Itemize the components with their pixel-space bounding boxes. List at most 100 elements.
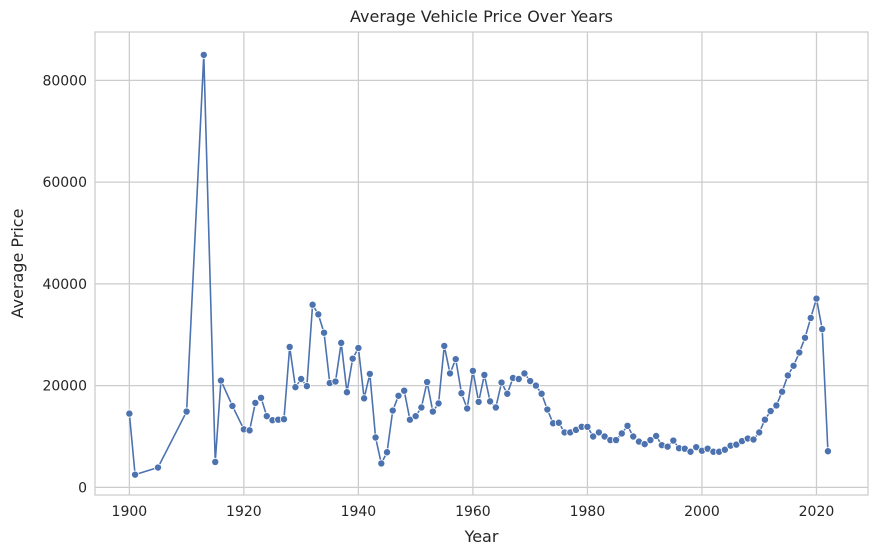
data-point	[348, 354, 357, 363]
data-point	[262, 412, 271, 421]
data-point	[257, 393, 266, 402]
x-tick-label: 2020	[799, 504, 835, 520]
data-point	[537, 389, 546, 398]
data-point	[377, 459, 386, 468]
data-point	[526, 377, 535, 386]
data-point	[589, 432, 598, 441]
x-tick-labels: 1900 1920 1940 1960 1980 2000 2020	[112, 504, 835, 520]
data-point	[600, 432, 609, 441]
data-point	[583, 422, 592, 431]
data-point	[451, 355, 460, 364]
data-point	[417, 403, 426, 412]
data-point	[405, 415, 414, 424]
data-point	[514, 374, 523, 383]
data-point	[623, 421, 632, 430]
data-point	[669, 436, 678, 445]
y-tick-label: 80000	[42, 73, 87, 89]
data-point	[640, 440, 649, 449]
data-point	[612, 436, 621, 445]
data-point	[245, 426, 254, 435]
data-point	[331, 377, 340, 386]
data-point	[440, 341, 449, 350]
y-tick-labels: 0 20000 40000 60000 80000	[42, 73, 87, 496]
data-point	[755, 428, 764, 437]
data-point	[153, 463, 162, 472]
data-point	[463, 404, 472, 413]
data-point	[686, 447, 695, 456]
data-point	[503, 389, 512, 398]
data-point	[337, 338, 346, 347]
data-point	[480, 370, 489, 379]
data-point	[320, 328, 329, 337]
data-point	[520, 369, 529, 378]
data-point	[720, 445, 729, 454]
data-point	[342, 388, 351, 397]
data-point	[383, 448, 392, 457]
y-axis-label: Average Price	[8, 209, 27, 319]
data-point	[400, 386, 409, 395]
plot-frame	[94, 31, 869, 496]
data-point	[125, 409, 134, 418]
data-point	[692, 443, 701, 452]
data-point	[554, 418, 563, 427]
data-point	[279, 415, 288, 424]
data-point	[772, 401, 781, 410]
data-point	[486, 397, 495, 406]
data-point	[285, 342, 294, 351]
data-point	[491, 403, 500, 412]
x-tick-label: 1900	[112, 504, 148, 520]
data-point	[663, 442, 672, 451]
data-point	[365, 369, 374, 378]
data-point	[795, 348, 804, 357]
x-tick-label: 1920	[226, 504, 262, 520]
data-point	[818, 325, 827, 334]
plot-background	[95, 32, 868, 495]
data-point	[360, 394, 369, 403]
data-point	[211, 457, 220, 466]
data-point	[749, 435, 758, 444]
data-point	[428, 407, 437, 416]
data-point	[468, 366, 477, 375]
series-layer	[125, 50, 832, 479]
data-point	[446, 369, 455, 378]
data-point	[314, 310, 323, 319]
data-point	[371, 433, 380, 442]
data-point	[766, 407, 775, 416]
data-point	[394, 391, 403, 400]
data-point	[474, 397, 483, 406]
data-point	[732, 440, 741, 449]
y-tick-label: 40000	[42, 277, 87, 293]
data-point	[182, 407, 191, 416]
data-point	[778, 387, 787, 396]
data-point	[216, 376, 225, 385]
data-point	[308, 300, 317, 309]
data-point	[812, 294, 821, 303]
data-point	[302, 382, 311, 391]
y-tick-label: 0	[78, 480, 87, 496]
data-point	[354, 343, 363, 352]
data-point	[617, 429, 626, 438]
data-point	[251, 398, 260, 407]
data-point	[789, 361, 798, 370]
data-point	[411, 412, 420, 421]
data-point	[228, 401, 237, 410]
data-point	[291, 383, 300, 392]
data-point	[823, 447, 832, 456]
data-point	[783, 371, 792, 380]
data-point	[457, 389, 466, 398]
data-point	[434, 399, 443, 408]
data-point	[531, 381, 540, 390]
data-point	[806, 313, 815, 322]
x-tick-label: 1980	[570, 504, 606, 520]
data-point	[199, 50, 208, 59]
data-point	[646, 436, 655, 445]
data-point	[497, 378, 506, 387]
x-tick-label: 2000	[684, 504, 720, 520]
x-axis-label: Year	[464, 527, 499, 546]
chart-title: Average Vehicle Price Over Years	[350, 7, 613, 26]
data-point	[388, 406, 397, 415]
data-point	[760, 415, 769, 424]
x-gridlines	[128, 32, 818, 495]
data-point	[629, 432, 638, 441]
